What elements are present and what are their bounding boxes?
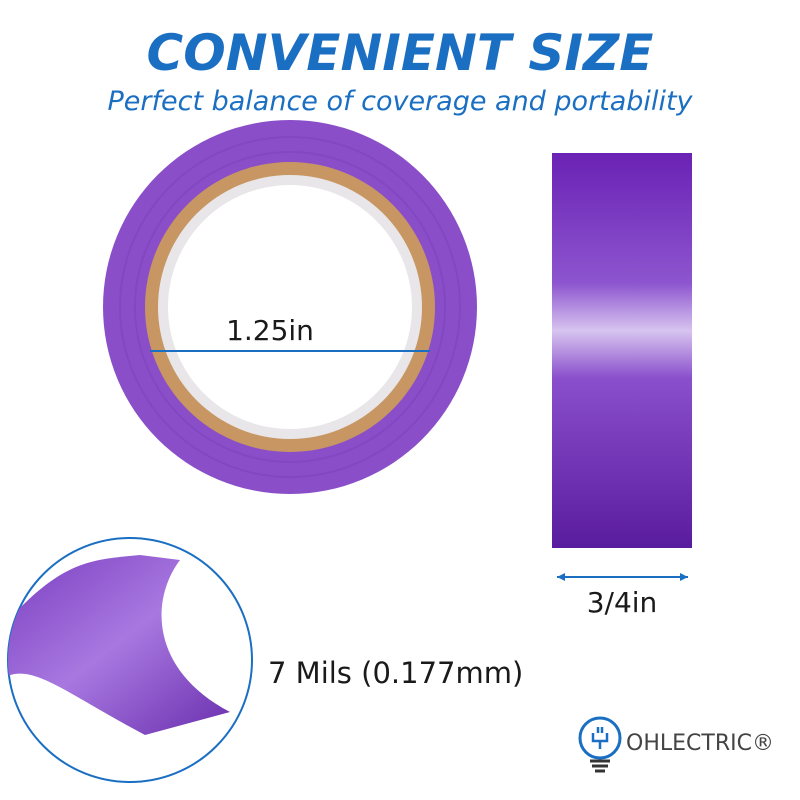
tape-roll: 1.25in: [103, 120, 477, 494]
width-label: 3/4in: [587, 586, 658, 619]
title: CONVENIENT SIZE: [147, 24, 654, 82]
hole: [168, 185, 412, 429]
tape-strip: [8, 555, 230, 735]
tape-ring: [119, 136, 461, 478]
tape-ring: [134, 151, 446, 463]
thickness-zoom: 7 Mils (0.177mm): [7, 537, 523, 783]
logo-plug: [591, 727, 609, 749]
tape-side: 3/4in: [552, 153, 692, 619]
logo: OHLECTRIC®: [578, 716, 774, 773]
logo-text: OHLECTRIC®: [626, 731, 774, 756]
subtitle: Perfect balance of coverage and portabil…: [107, 86, 693, 117]
diameter-label: 1.25in: [226, 314, 314, 347]
logo-bulb: [578, 716, 622, 760]
side-view: [552, 153, 692, 548]
thickness-label: 7 Mils (0.177mm): [268, 656, 523, 690]
logo-base: [590, 759, 610, 773]
